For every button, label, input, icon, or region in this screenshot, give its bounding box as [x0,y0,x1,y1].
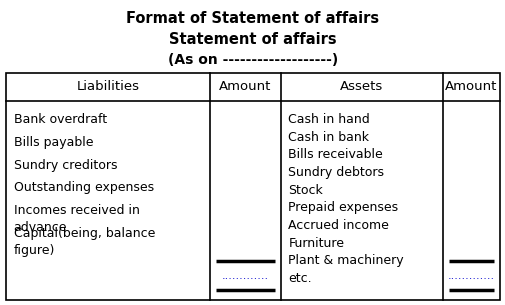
Text: Bank overdraft: Bank overdraft [14,113,107,126]
Text: Bills receivable: Bills receivable [288,148,382,161]
Text: Stock: Stock [288,184,323,197]
Text: .............: ............. [447,271,494,281]
Text: Sundry creditors: Sundry creditors [14,159,117,172]
Text: Cash in hand: Cash in hand [288,113,370,126]
Text: Sundry debtors: Sundry debtors [288,166,384,179]
Text: Accrued income: Accrued income [288,219,388,232]
Text: Bills payable: Bills payable [14,136,93,149]
Text: Format of Statement of affairs: Format of Statement of affairs [126,11,379,26]
Text: Statement of affairs: Statement of affairs [169,32,336,47]
Bar [6,73,499,300]
Text: (As on -------------------): (As on -------------------) [168,53,337,67]
Text: Amount: Amount [219,81,271,93]
Text: Incomes received in
advance: Incomes received in advance [14,204,139,234]
Text: Plant & machinery: Plant & machinery [288,254,403,267]
Text: Amount: Amount [444,81,496,93]
Text: Capital(being, balance
figure): Capital(being, balance figure) [14,227,155,257]
Text: Prepaid expenses: Prepaid expenses [288,201,398,214]
Text: Outstanding expenses: Outstanding expenses [14,181,154,195]
Text: Liabilities: Liabilities [76,81,139,93]
Text: Assets: Assets [339,81,383,93]
Text: Furniture: Furniture [288,237,344,250]
Text: Cash in bank: Cash in bank [288,131,369,144]
Text: etc.: etc. [288,272,312,285]
Text: .............: ............. [221,271,269,281]
